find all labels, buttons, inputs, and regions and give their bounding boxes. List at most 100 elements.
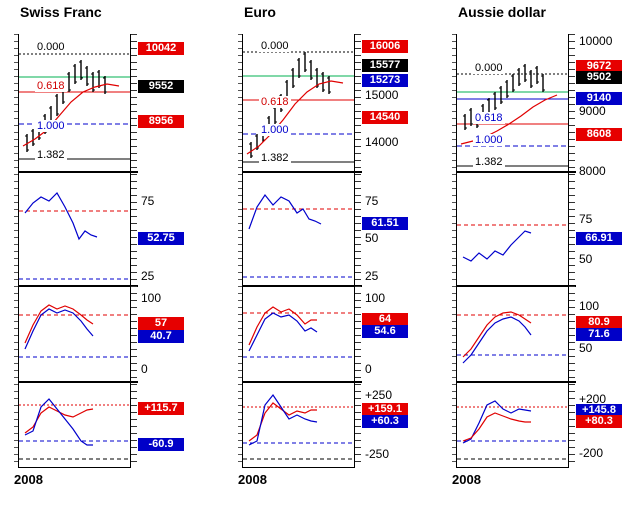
momentum-indicator-chart[interactable]: [457, 383, 569, 465]
value-badge: 9140: [576, 92, 622, 105]
panel-title: Aussie dollar: [458, 4, 546, 20]
axis-scale-label: 100: [579, 299, 600, 313]
stochastic-indicator-chart[interactable]: [243, 287, 355, 381]
value-badge: +159.1: [362, 403, 408, 416]
plot-area[interactable]: 0.000 0.618 1.000 1.382: [238, 34, 362, 468]
x-axis-year-label: 2008: [452, 472, 481, 487]
axis-scale-label: 8000: [579, 164, 606, 178]
chart-panel-aussie-dollar: Aussie dollar 0.000 0.618 1.000 1.382 10000…: [450, 4, 642, 504]
price-candlestick-chart[interactable]: 0.000 0.618 1.000 1.382: [19, 34, 131, 171]
value-badge: 61.51: [362, 217, 408, 230]
value-badge: 10042: [138, 42, 184, 55]
fib-level-label: 1.382: [473, 156, 505, 168]
rsi-indicator-chart[interactable]: [19, 173, 131, 285]
value-badge: 71.6: [576, 328, 622, 341]
fib-level-label: 0.618: [35, 80, 67, 92]
chart-panel-swiss-franc: Swiss Franc 0.000 0.618 1.000 1.382 10042 95…: [12, 4, 222, 504]
fib-level-label: 0.000: [473, 62, 505, 74]
chart-panel-euro: Euro 0.000 0.618 1.000 1.382 16006 15577 1527…: [236, 4, 446, 504]
left-axis-ticks: [14, 34, 18, 467]
value-badge: 14540: [362, 111, 408, 124]
pane-separator: [457, 171, 576, 173]
value-badge: 9672: [576, 60, 622, 73]
momentum-indicator-chart[interactable]: [19, 383, 131, 465]
fib-level-label: 0.618: [473, 112, 505, 124]
axis-scale-label: 50: [365, 231, 379, 245]
pane-separator: [457, 285, 576, 287]
axis-scale-label: 100: [365, 291, 386, 305]
pane-separator: [243, 381, 362, 383]
value-badge: 8956: [138, 115, 184, 128]
value-badge: 54.6: [362, 325, 408, 338]
value-badge: 9552: [138, 80, 184, 93]
axis-scale-label: 25: [365, 269, 379, 283]
axis-scale-label: 9000: [579, 104, 606, 118]
fib-level-label: 1.000: [473, 134, 505, 146]
fib-level-label: 1.382: [35, 149, 67, 161]
axis-scale-label: 50: [579, 252, 593, 266]
plot-area[interactable]: 0.000 0.618 1.000 1.382: [14, 34, 138, 468]
pane-separator: [19, 381, 138, 383]
value-badge: 57: [138, 317, 184, 330]
value-badge: +60.3: [362, 415, 408, 428]
value-badge: 52.75: [138, 232, 184, 245]
axis-scale-label: 75: [365, 194, 379, 208]
axis-scale-label: 75: [141, 194, 155, 208]
value-badge: 64: [362, 313, 408, 326]
value-badge: +115.7: [138, 402, 184, 415]
rsi-indicator-chart[interactable]: [457, 173, 569, 285]
value-badge: 8608: [576, 128, 622, 141]
fib-level-label: 1.000: [259, 124, 291, 136]
axis-scale-label: +200: [579, 392, 607, 406]
axis-scale-label: -200: [579, 446, 604, 460]
pane-separator: [19, 171, 138, 173]
axis-scale-label: 15000: [365, 88, 399, 102]
fib-level-label: 0.618: [259, 96, 291, 108]
stochastic-indicator-chart[interactable]: [19, 287, 131, 381]
value-badge: 15273: [362, 74, 408, 87]
momentum-indicator-chart[interactable]: [243, 383, 355, 465]
axis-scale-label: 25: [141, 269, 155, 283]
axis-scale-label: 100: [141, 291, 162, 305]
value-badge: 80.9: [576, 316, 622, 329]
fib-level-label: 1.382: [259, 152, 291, 164]
axis-scale-label: -250: [365, 447, 390, 461]
axis-scale-label: +250: [365, 388, 393, 402]
rsi-indicator-chart[interactable]: [243, 173, 355, 285]
value-badge: +80.3: [576, 415, 622, 428]
axis-scale-label: 75: [579, 212, 593, 226]
fib-level-label: 1.000: [35, 120, 67, 132]
x-axis-year-label: 2008: [238, 472, 267, 487]
value-badge: 40.7: [138, 330, 184, 343]
panel-title: Euro: [244, 4, 276, 20]
stochastic-indicator-chart[interactable]: [457, 287, 569, 381]
axis-scale-label: 14000: [365, 135, 399, 149]
axis-scale-label: 0: [141, 362, 148, 376]
price-candlestick-chart[interactable]: 0.000 0.618 1.000 1.382: [457, 34, 569, 171]
x-axis-year-label: 2008: [14, 472, 43, 487]
fib-level-label: 0.000: [35, 41, 67, 53]
price-candlestick-chart[interactable]: 0.000 0.618 1.000 1.382: [243, 34, 355, 171]
left-axis-ticks: [238, 34, 242, 467]
plot-area[interactable]: 0.000 0.618 1.000 1.382: [452, 34, 576, 468]
value-badge: 15577: [362, 59, 408, 72]
value-badge: 66.91: [576, 232, 622, 245]
price-axis-ticks: [130, 34, 137, 467]
value-badge: 16006: [362, 40, 408, 53]
pane-separator: [243, 285, 362, 287]
value-badge: -60.9: [138, 438, 184, 451]
left-axis-ticks: [452, 34, 456, 467]
axis-scale-label: 10000: [579, 34, 613, 48]
panel-title: Swiss Franc: [20, 4, 102, 20]
pane-separator: [457, 381, 576, 383]
pane-separator: [19, 285, 138, 287]
price-axis-ticks: [354, 34, 361, 467]
axis-scale-label: 50: [579, 341, 593, 355]
value-badge: +145.8: [576, 404, 622, 417]
pane-separator: [243, 171, 362, 173]
axis-scale-label: 0: [365, 362, 372, 376]
fib-level-label: 0.000: [259, 40, 291, 52]
price-axis-ticks: [568, 34, 575, 467]
value-badge: 9502: [576, 71, 622, 84]
